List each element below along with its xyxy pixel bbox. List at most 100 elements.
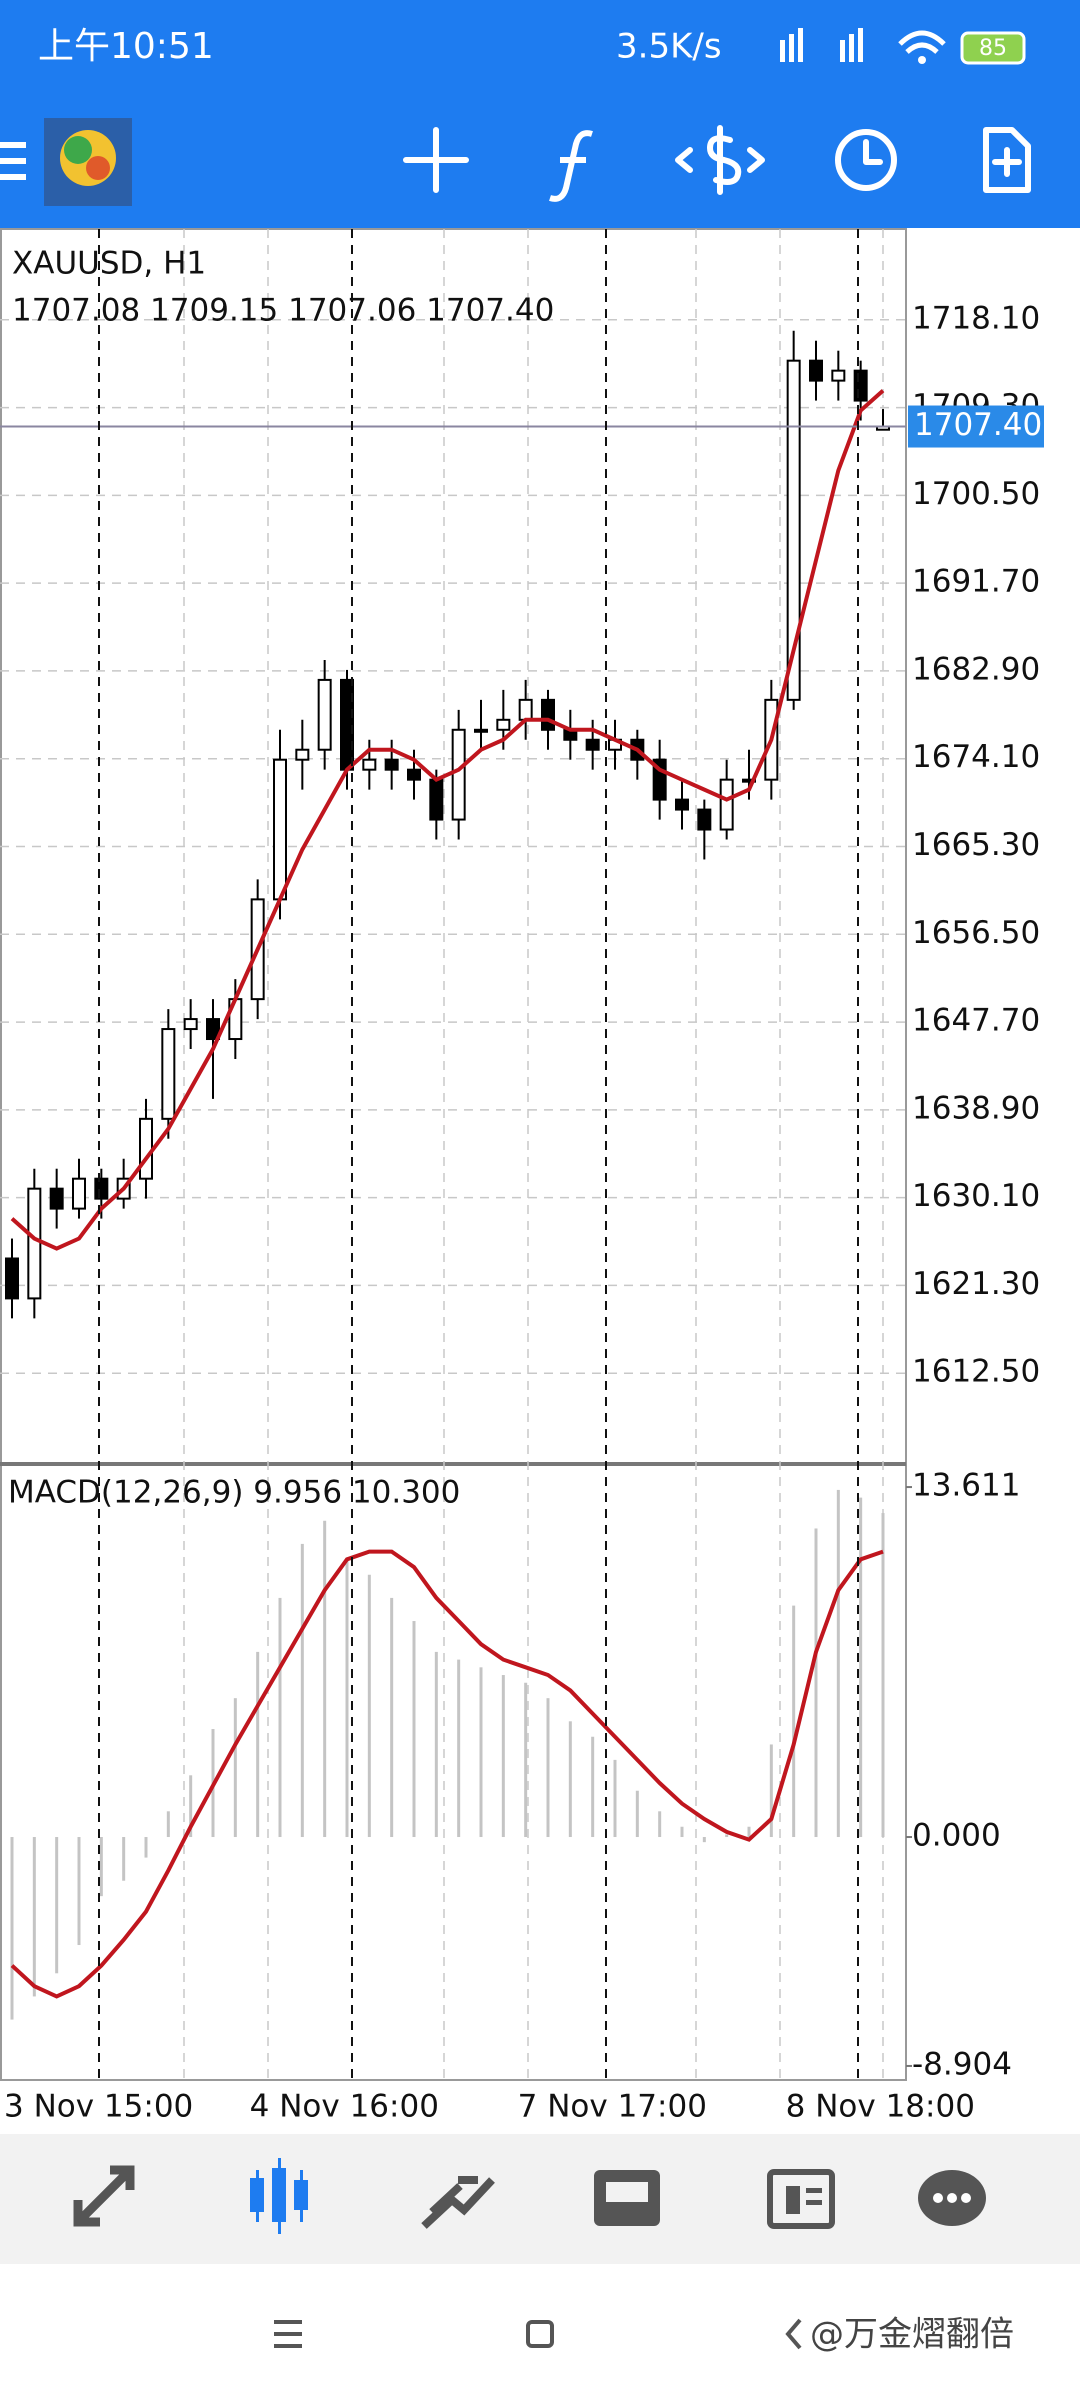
candle-body <box>94 1177 109 1200</box>
macd-label: MACD(12,26,9) 9.956 10.300 <box>8 1475 460 1511</box>
candle-body <box>384 758 399 771</box>
candle-body <box>429 778 444 821</box>
signal-icons <box>780 28 946 64</box>
trade-tab[interactable] <box>421 2176 495 2229</box>
symbol-label: XAUUSD, H1 <box>12 246 206 282</box>
candle-body <box>161 1028 176 1120</box>
macd-bar <box>278 1597 282 1838</box>
y-tick-label: 1638.90 <box>912 1090 1040 1126</box>
macd-bar <box>144 1837 148 1858</box>
period-separators <box>98 229 859 2080</box>
macd-bar <box>55 1837 59 1974</box>
macd-bar <box>769 1744 773 1838</box>
news-tab[interactable] <box>767 2169 835 2229</box>
candle-body <box>809 359 823 382</box>
macd-bar <box>412 1621 416 1838</box>
macd-bar <box>10 1837 14 2020</box>
candle-body <box>139 1117 153 1180</box>
macd-bar <box>546 1698 550 1838</box>
chat-tab[interactable] <box>918 2170 986 2226</box>
x-tick-label: 8 Nov 18:00 <box>786 2089 975 2125</box>
macd-bar <box>702 1837 706 1843</box>
candle-body <box>719 778 734 831</box>
macd-bar <box>836 1489 840 1838</box>
y-tick-label: 1665.30 <box>912 827 1040 863</box>
candle-body <box>295 748 310 761</box>
y-tick-label: 1674.10 <box>912 739 1040 775</box>
y-tick-label: 1691.70 <box>912 564 1040 600</box>
macd-bar <box>323 1520 327 1838</box>
x-tick-label: 3 Nov 15:00 <box>4 2089 193 2125</box>
candle-body <box>407 768 421 781</box>
y-tick-label: 1647.70 <box>912 1003 1040 1039</box>
chart-frame <box>0 228 907 2081</box>
macd-bar <box>881 1513 885 1838</box>
x-tick-label: 4 Nov 16:00 <box>250 2089 439 2125</box>
home-key[interactable] <box>526 2320 554 2348</box>
current-price-box <box>908 405 1044 448</box>
candle-body <box>362 758 377 771</box>
y-tick-label: 1621.30 <box>912 1266 1040 1302</box>
ohlc-label: 1707.08 1709.15 1707.06 1707.40 <box>12 293 554 329</box>
x-tick-label: 7 Nov 17:00 <box>518 2089 707 2125</box>
y-tick-label: 1612.50 <box>912 1354 1040 1390</box>
macd-bar <box>859 1497 863 1838</box>
system-nav <box>274 2318 802 2350</box>
trade-button[interactable] <box>675 125 765 195</box>
macd-bar <box>568 1721 572 1838</box>
menu-button[interactable] <box>0 142 26 180</box>
macd-bar <box>233 1698 237 1838</box>
candle-body <box>49 1187 64 1210</box>
macd-bar <box>99 1837 103 1897</box>
macd-bar <box>367 1574 371 1838</box>
candle-body <box>585 738 600 751</box>
macd-bar <box>189 1775 193 1838</box>
macd-bar <box>747 1826 751 1838</box>
macd-bar <box>792 1605 796 1838</box>
candle-body <box>474 728 488 733</box>
macd-bar <box>122 1837 126 1881</box>
signal-line <box>10 1549 884 1999</box>
back-key[interactable] <box>785 2318 802 2350</box>
macd-bar <box>591 1736 595 1838</box>
candle-body <box>786 359 801 701</box>
y-tick-label: 1630.10 <box>912 1178 1040 1214</box>
macd-bar <box>434 1651 438 1838</box>
candle-body <box>72 1177 86 1210</box>
vertical-grid <box>183 229 884 2080</box>
candle-body <box>27 1187 42 1300</box>
menu-key[interactable] <box>274 2320 302 2348</box>
y-tick-label: 0.000 <box>912 1818 1001 1854</box>
indicators-button[interactable] <box>549 130 593 202</box>
chart-tab[interactable] <box>250 2158 308 2234</box>
y-tick-label: 1700.50 <box>912 476 1040 512</box>
current-price-label: 1707.40 <box>914 407 1042 443</box>
app-bar <box>0 0 1080 228</box>
macd-bar <box>300 1543 304 1838</box>
macd-bar <box>345 1559 349 1838</box>
moving-average <box>10 389 885 1251</box>
crosshair-button[interactable] <box>403 127 469 193</box>
battery-level: 85 <box>979 36 1007 61</box>
macd-bar <box>680 1826 684 1838</box>
y-tick-label: 1682.90 <box>912 651 1040 687</box>
macd-bar <box>166 1811 170 1838</box>
quotes-tab[interactable] <box>73 2165 135 2227</box>
new-order-button[interactable] <box>983 127 1031 193</box>
timeframe-button[interactable] <box>835 129 897 191</box>
macd-bar <box>814 1528 818 1838</box>
y-tick-label: 1656.50 <box>912 915 1040 951</box>
candle-body <box>317 678 332 751</box>
macd-bar <box>32 1837 36 1997</box>
app-logo[interactable] <box>44 118 132 206</box>
candle-body <box>831 369 846 382</box>
candle-body <box>496 718 511 731</box>
macd-bar <box>479 1667 483 1838</box>
bottom-nav <box>0 2134 1080 2264</box>
macd-bar <box>613 1759 617 1838</box>
history-tab[interactable] <box>594 2170 660 2226</box>
candle-body <box>697 808 712 831</box>
candle-body <box>853 369 868 402</box>
